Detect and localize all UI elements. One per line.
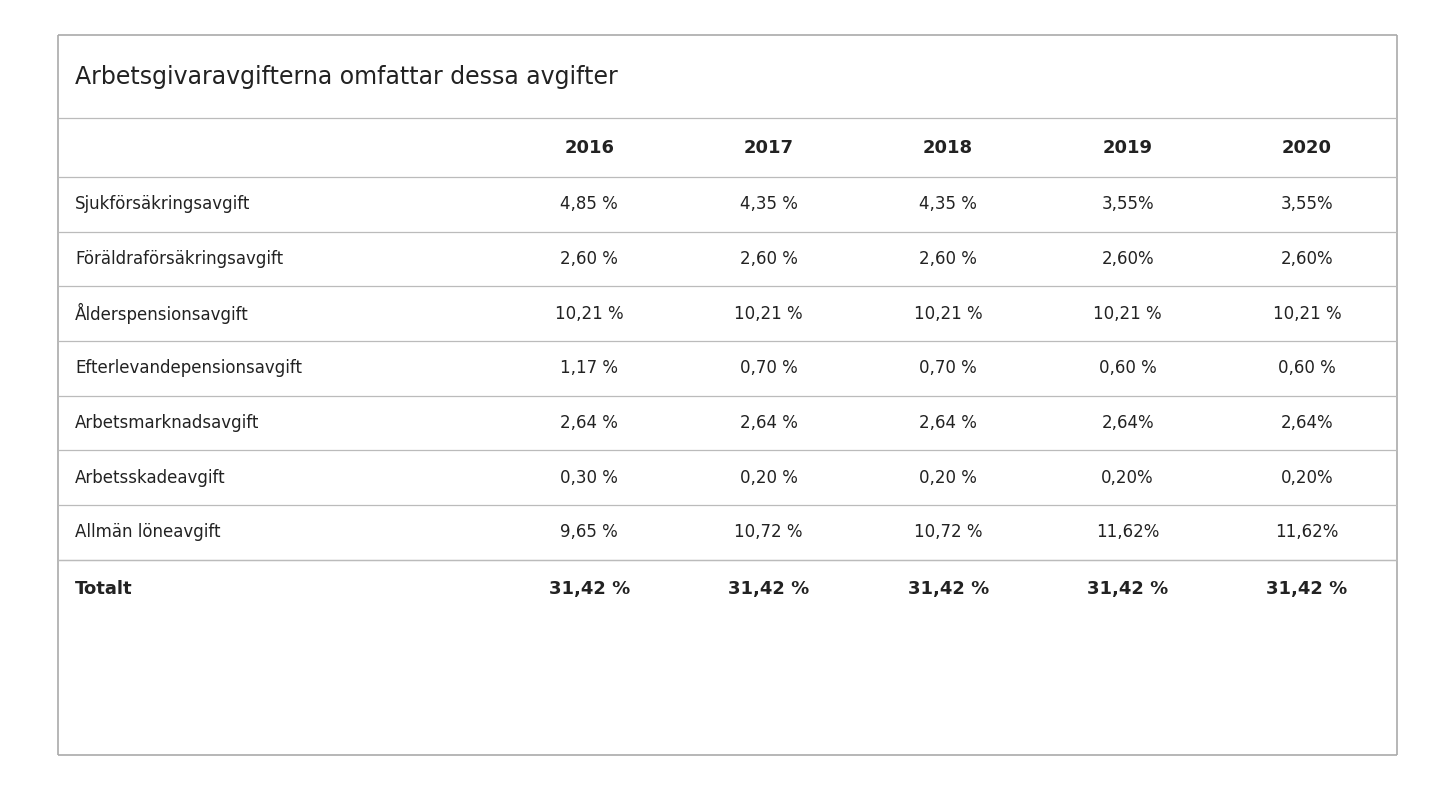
Text: 0,20%: 0,20% <box>1102 468 1153 487</box>
Text: 0,70 %: 0,70 % <box>919 359 978 377</box>
Text: Ålderspensionsavgift: Ålderspensionsavgift <box>75 303 249 325</box>
Text: 2017: 2017 <box>743 138 793 156</box>
Text: 10,21 %: 10,21 % <box>554 305 624 323</box>
Text: 11,62%: 11,62% <box>1276 523 1339 542</box>
Text: 31,42 %: 31,42 % <box>729 580 809 598</box>
Text: 2016: 2016 <box>564 138 615 156</box>
Text: 4,85 %: 4,85 % <box>560 196 618 213</box>
Text: 2,60 %: 2,60 % <box>740 250 798 268</box>
Text: 2,60%: 2,60% <box>1102 250 1153 268</box>
Text: 9,65 %: 9,65 % <box>560 523 618 542</box>
Text: 2,64 %: 2,64 % <box>740 414 798 432</box>
Text: 0,30 %: 0,30 % <box>560 468 618 487</box>
Text: 10,21 %: 10,21 % <box>914 305 982 323</box>
Text: 2,64%: 2,64% <box>1102 414 1153 432</box>
Text: 10,72 %: 10,72 % <box>914 523 982 542</box>
Text: 10,72 %: 10,72 % <box>734 523 804 542</box>
Text: 11,62%: 11,62% <box>1096 523 1159 542</box>
Text: Totalt: Totalt <box>75 580 132 598</box>
Text: 31,42 %: 31,42 % <box>1266 580 1348 598</box>
Text: 0,20 %: 0,20 % <box>740 468 798 487</box>
Text: Allmän löneavgift: Allmän löneavgift <box>75 523 220 542</box>
Text: 0,60 %: 0,60 % <box>1099 359 1156 377</box>
Text: 1,17 %: 1,17 % <box>560 359 618 377</box>
Text: 2018: 2018 <box>923 138 973 156</box>
Text: 2,64 %: 2,64 % <box>919 414 978 432</box>
Text: 3,55%: 3,55% <box>1102 196 1153 213</box>
Text: 2020: 2020 <box>1282 138 1332 156</box>
Text: Arbetsmarknadsavgift: Arbetsmarknadsavgift <box>75 414 259 432</box>
Text: 3,55%: 3,55% <box>1280 196 1333 213</box>
Text: Arbetsgivaravgifterna omfattar dessa avgifter: Arbetsgivaravgifterna omfattar dessa avg… <box>75 64 618 89</box>
Text: 31,42 %: 31,42 % <box>1087 580 1168 598</box>
Text: 31,42 %: 31,42 % <box>549 580 629 598</box>
Text: Arbetsskadeavgift: Arbetsskadeavgift <box>75 468 226 487</box>
Text: 0,60 %: 0,60 % <box>1279 359 1336 377</box>
Text: 4,35 %: 4,35 % <box>740 196 798 213</box>
Text: 2,60 %: 2,60 % <box>560 250 618 268</box>
Text: 10,21 %: 10,21 % <box>734 305 804 323</box>
Text: 4,35 %: 4,35 % <box>919 196 978 213</box>
Text: 2019: 2019 <box>1103 138 1152 156</box>
Text: 0,20%: 0,20% <box>1280 468 1333 487</box>
Text: 31,42 %: 31,42 % <box>907 580 989 598</box>
Text: Efterlevandepensionsavgift: Efterlevandepensionsavgift <box>75 359 302 377</box>
Text: 2,64 %: 2,64 % <box>560 414 618 432</box>
Text: Föräldraförsäkringsavgift: Föräldraförsäkringsavgift <box>75 250 284 268</box>
Text: Sjukförsäkringsavgift: Sjukförsäkringsavgift <box>75 196 251 213</box>
Text: 2,60%: 2,60% <box>1280 250 1333 268</box>
Text: 0,20 %: 0,20 % <box>919 468 978 487</box>
Text: 0,70 %: 0,70 % <box>740 359 798 377</box>
Text: 2,64%: 2,64% <box>1280 414 1333 432</box>
Text: 2,60 %: 2,60 % <box>919 250 978 268</box>
Text: 10,21 %: 10,21 % <box>1093 305 1162 323</box>
Text: 10,21 %: 10,21 % <box>1273 305 1342 323</box>
